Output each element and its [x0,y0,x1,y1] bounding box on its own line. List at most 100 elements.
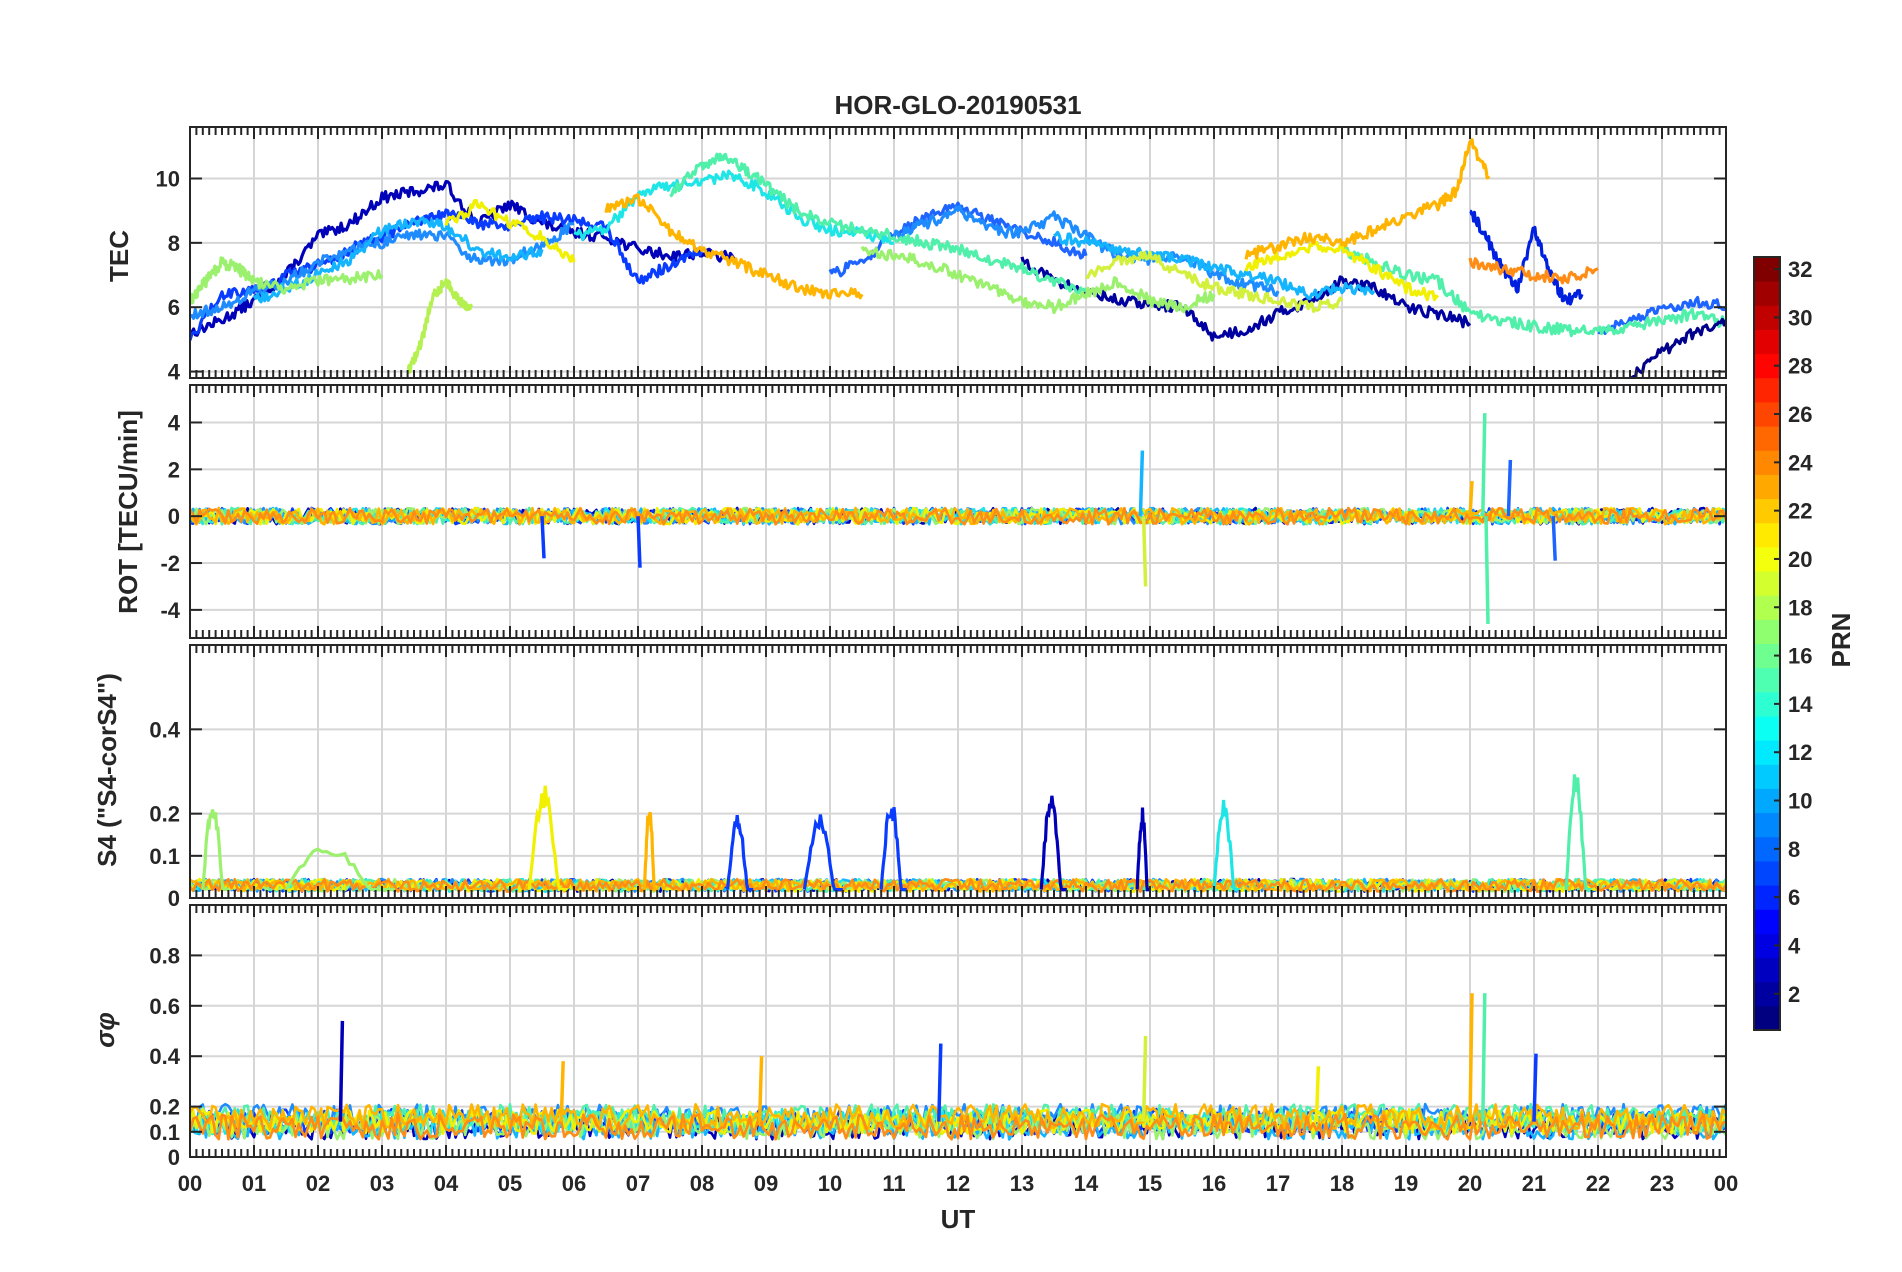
y-tick-label: -4 [160,598,180,623]
panel-3-plot-area [190,993,1726,1141]
y-axis-label-rot: ROT [TECU/min] [113,410,143,614]
x-tick-label: 11 [882,1171,905,1196]
colorbar-tick-label: 10 [1788,789,1812,814]
spike-mark [1314,1066,1321,1122]
y-tick-label: 6 [168,295,180,320]
y-tick-label: 0.2 [149,1095,180,1120]
colorbar-segment [1754,619,1780,644]
colorbar-tick-label: 28 [1788,354,1812,379]
y-tick-label: 0 [168,1145,180,1170]
spike-mark [1481,413,1487,517]
colorbar-tick-label: 2 [1788,982,1800,1007]
x-tick-label: 15 [1138,1171,1162,1196]
spike-mark [757,1056,764,1122]
colorbar-tick-label: 30 [1788,305,1812,330]
y-tick-label: 8 [168,231,180,256]
x-tick-label: 07 [626,1171,650,1196]
s4-bump [726,814,754,892]
x-tick-label: 23 [1650,1171,1674,1196]
y-axis-label-tec: TEC [104,230,134,282]
colorbar-segment [1754,426,1780,451]
spike-mark [636,516,642,568]
tec-series-prn-15 [1340,245,1726,338]
spike-mark [540,516,546,559]
spike-mark [1468,993,1474,1122]
y-tick-label: 2 [168,457,180,482]
s4-bump [284,847,395,892]
y-tick-label: -2 [160,551,180,576]
s4-bump [1039,795,1067,892]
s4-bump [642,811,658,892]
colorbar-segment [1754,377,1780,403]
chart-title: HOR-GLO-20190531 [834,90,1081,120]
colorbar-tick-label: 8 [1788,837,1800,862]
y-tick-label: 0.4 [149,717,180,742]
tec-series-prn-9 [892,204,1280,297]
colorbar-tick-label: 6 [1788,885,1800,910]
x-tick-label: 02 [306,1171,330,1196]
y-tick-label: 0.1 [149,1120,180,1145]
spike-mark [338,1020,345,1122]
s4-bump [1564,774,1592,892]
y-axis-label-sigma-phi: σφ [90,1012,120,1048]
panel-0-plot-area [190,138,1726,378]
colorbar-segment [1754,281,1780,306]
x-tick-label: 22 [1586,1171,1610,1196]
x-tick-label: 18 [1330,1171,1354,1196]
x-tick-label: 06 [562,1171,586,1196]
s4-bump [1135,807,1150,892]
tec-series-prn-17 [190,256,384,305]
tec-series-prn-22 [1244,138,1491,260]
spike-mark [1141,516,1148,587]
tec-series-prn-1 [1629,317,1726,378]
noise-trace [190,1112,1726,1141]
colorbar-segment [1754,329,1780,355]
colorbar-tick-label: 18 [1788,595,1812,620]
s4-bump [1212,799,1240,892]
x-tick-label: 03 [370,1171,394,1196]
tec-series-prn-18 [406,277,474,374]
x-axis-label: UT [941,1204,976,1234]
noise-trace [190,506,1726,526]
colorbar-frame [1753,256,1781,1031]
tec-series-prn-5 [1469,209,1584,306]
x-tick-label: 14 [1074,1171,1099,1196]
colorbar-tick-label: 14 [1788,692,1813,717]
panel-1-plot-area [190,413,1726,624]
spike-mark [1484,516,1490,624]
tec-series-prn-20 [444,198,576,263]
tec-series-prn-11 [1053,230,1376,301]
y-axis-label-s4: S4 ("S4-corS4") [92,673,122,867]
spike-mark [937,1043,943,1122]
tec-series-prn-15 [669,152,1088,295]
tec-series-prn-19 [1085,250,1344,313]
x-tick-label: 19 [1394,1171,1418,1196]
colorbar-segment [1754,1005,1780,1031]
x-tick-label: 05 [498,1171,522,1196]
y-tick-label: 4 [168,410,181,435]
colorbar-segment [1754,909,1780,934]
colorbar-tick-label: 16 [1788,644,1812,669]
s4-bump [879,807,907,892]
y-tick-label: 0 [168,886,180,911]
y-tick-label: 0.4 [149,1044,180,1069]
x-tick-label: 16 [1202,1171,1226,1196]
y-tick-label: 0.8 [149,943,180,968]
s4-bump [802,814,843,892]
colorbar-tick-label: 26 [1788,402,1812,427]
s4-bump [201,809,229,892]
colorbar-tick-label: 32 [1788,257,1812,282]
y-tick-label: 0.1 [149,844,180,869]
colorbar-segment [1754,571,1780,596]
x-tick-label: 08 [690,1171,714,1196]
colorbar-tick-label: 22 [1788,499,1812,524]
y-tick-label: 10 [156,166,180,191]
spike-mark [1551,516,1557,561]
colorbar-tick-label: 12 [1788,740,1812,765]
x-tick-label: 12 [946,1171,970,1196]
x-tick-label: 20 [1458,1171,1482,1196]
x-tick-label: 17 [1266,1171,1290,1196]
colorbar-segment [1754,860,1780,886]
colorbar-tick-label: 24 [1788,450,1813,475]
